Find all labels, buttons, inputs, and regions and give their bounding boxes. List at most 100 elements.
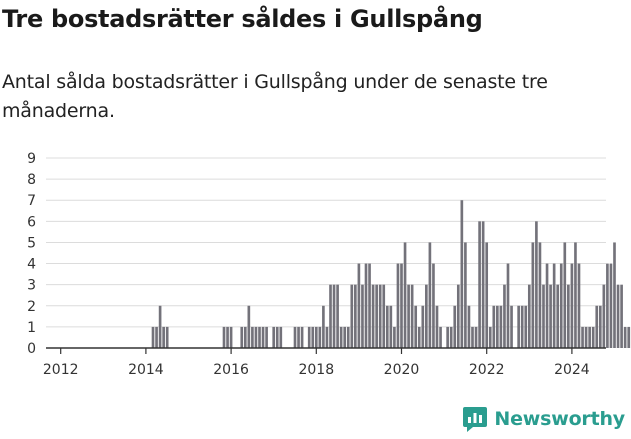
x-tick-label-2018: 2018 — [298, 362, 334, 378]
y-tick-label-6: 6 — [27, 214, 36, 230]
bar — [542, 284, 545, 348]
bar — [485, 242, 489, 348]
bar — [524, 305, 528, 348]
bar — [588, 326, 591, 348]
bar — [222, 326, 226, 348]
bar — [627, 326, 631, 348]
bar — [229, 326, 233, 348]
bar — [574, 242, 577, 348]
bar — [428, 242, 432, 348]
bar — [357, 263, 361, 348]
y-tick-label-2: 2 — [27, 299, 36, 315]
bar — [371, 284, 375, 348]
bar — [520, 305, 524, 348]
bar — [446, 326, 449, 348]
bar — [165, 326, 169, 348]
bar — [496, 305, 499, 348]
bar — [332, 284, 336, 348]
bar — [318, 326, 322, 348]
bar — [155, 326, 158, 348]
bar — [460, 200, 464, 348]
bar — [343, 326, 347, 348]
newsworthy-logo-text: Newsworthy — [494, 408, 625, 430]
bar — [531, 242, 535, 348]
bar — [396, 263, 400, 348]
x-tick-label-2012: 2012 — [43, 362, 79, 378]
newsworthy-logo-icon — [463, 407, 488, 432]
bar — [464, 242, 467, 348]
bar — [488, 326, 492, 348]
bar — [279, 326, 283, 348]
bar — [393, 326, 396, 348]
bar — [481, 221, 485, 348]
bar — [364, 263, 368, 348]
y-tick-label-4: 4 — [27, 257, 36, 273]
y-axis: 0 1 2 3 4 5 6 7 8 9 — [27, 151, 36, 357]
bar — [570, 263, 574, 348]
bar — [602, 284, 606, 348]
bar — [510, 305, 513, 348]
newsworthy-logo: Newsworthy — [462, 403, 625, 435]
bar — [556, 284, 560, 348]
bar — [329, 284, 332, 348]
bar — [258, 326, 261, 348]
bar — [567, 284, 570, 348]
bar — [506, 263, 510, 348]
bar — [595, 305, 599, 348]
bar — [410, 284, 414, 348]
bar — [425, 284, 428, 348]
bar — [346, 326, 350, 348]
bar — [293, 326, 297, 348]
bar — [538, 242, 542, 348]
bar — [314, 326, 318, 348]
bar — [456, 284, 460, 348]
bar — [382, 284, 386, 348]
bar — [400, 263, 403, 348]
bar — [417, 326, 421, 348]
bar — [297, 326, 300, 348]
bar — [151, 326, 155, 348]
bar — [414, 305, 418, 348]
bar — [243, 326, 247, 348]
y-tick-label-3: 3 — [27, 278, 36, 294]
y-tick-label-9: 9 — [27, 151, 36, 167]
x-tick-label-2020: 2020 — [384, 362, 420, 378]
y-tick-label-1: 1 — [27, 320, 36, 336]
bar — [591, 326, 595, 348]
bar — [478, 221, 481, 348]
bar — [623, 326, 627, 348]
bar — [535, 221, 538, 348]
bar — [407, 284, 410, 348]
bar — [247, 305, 251, 348]
bar — [620, 284, 623, 348]
bar — [354, 284, 357, 348]
bar — [251, 326, 254, 348]
y-tick-label-8: 8 — [27, 172, 36, 188]
bars — [151, 200, 631, 348]
bar — [584, 326, 588, 348]
bar — [598, 305, 602, 348]
gridlines — [46, 157, 606, 328]
bar — [158, 305, 162, 348]
bar — [432, 263, 435, 348]
bar — [577, 263, 581, 348]
bar — [435, 305, 439, 348]
y-tick-label-0: 0 — [27, 341, 36, 357]
bar — [471, 326, 474, 348]
bar — [300, 326, 304, 348]
bar — [350, 284, 354, 348]
bar — [403, 242, 407, 348]
bar — [226, 326, 229, 348]
bar — [339, 326, 343, 348]
bar — [325, 326, 329, 348]
chart-title: Tre bostadsrätter såldes i Gullspång — [2, 5, 483, 33]
y-tick-label-5: 5 — [27, 235, 36, 251]
bar — [265, 326, 268, 348]
bar — [272, 326, 276, 348]
bar — [563, 242, 567, 348]
bar — [559, 263, 563, 348]
bar — [375, 284, 378, 348]
bar — [261, 326, 265, 348]
